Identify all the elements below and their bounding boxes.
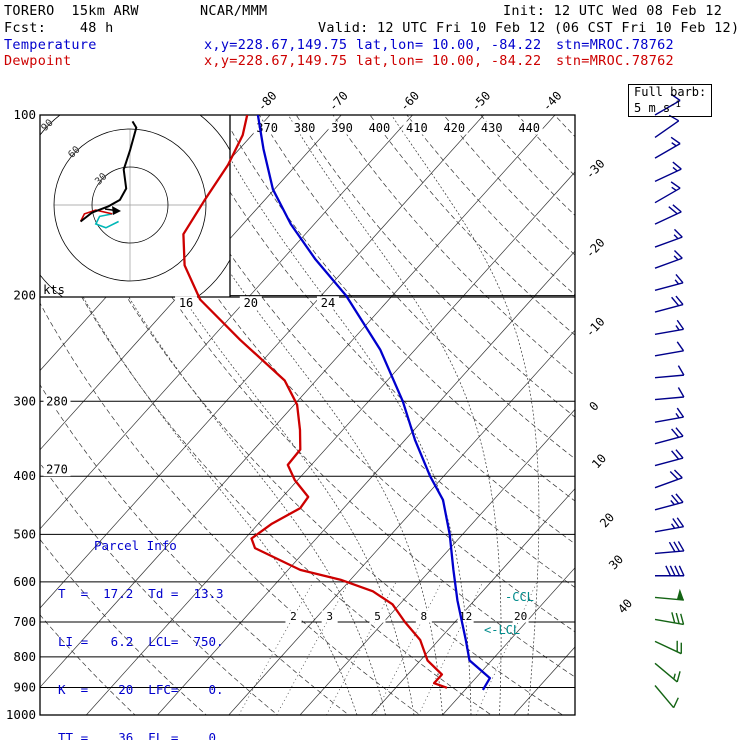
svg-text:24: 24 — [321, 296, 335, 310]
dewpoint-latlon: lat,lon= 10.00, -84.22 — [356, 53, 542, 69]
svg-text:420: 420 — [443, 121, 465, 135]
svg-text:20: 20 — [597, 510, 617, 530]
svg-text:390: 390 — [331, 121, 353, 135]
svg-text:0: 0 — [586, 399, 601, 414]
temperature-station: stn=MROC.78762 — [556, 37, 674, 53]
svg-text:400: 400 — [13, 468, 36, 483]
svg-text:300: 300 — [13, 393, 36, 408]
svg-text:-80: -80 — [255, 89, 280, 114]
dewpoint-grid-coords: x,y=228.67,149.75 — [204, 53, 348, 69]
svg-text:3: 3 — [326, 610, 333, 623]
parcel-line: TT = 36 EL = 0. — [58, 730, 224, 740]
svg-text:-50: -50 — [468, 89, 493, 114]
temperature-curve — [256, 115, 492, 691]
plot-frame — [39, 114, 576, 716]
dewpoint-legend-label: Dewpoint — [4, 53, 72, 69]
parcel-info-title: Parcel Info — [94, 538, 177, 553]
svg-text:-40: -40 — [540, 89, 565, 114]
svg-text:280: 280 — [46, 394, 68, 408]
svg-text:440: 440 — [518, 121, 540, 135]
svg-text:-60: -60 — [397, 89, 422, 114]
svg-text:30: 30 — [606, 552, 626, 572]
svg-text:380: 380 — [294, 121, 316, 135]
parcel-info-panel: T = 17.2 Td = 13.3 LI = 6.2 LCL= 750. K … — [58, 554, 231, 740]
parcel-line: T = 17.2 Td = 13.3 — [58, 586, 224, 601]
barb-legend-exponent: -1 — [670, 100, 681, 110]
hodograph — [40, 115, 230, 297]
svg-text:40: 40 — [615, 596, 635, 616]
svg-text:<-LCL: <-LCL — [484, 623, 520, 637]
svg-text:900: 900 — [13, 680, 36, 695]
svg-text:800: 800 — [13, 649, 36, 664]
svg-text:100: 100 — [13, 107, 36, 122]
parcel-line: LI = 6.2 LCL= 750. — [58, 634, 224, 649]
svg-text:-70: -70 — [326, 89, 351, 114]
wind-barb-column — [654, 93, 685, 709]
barb-legend: Full barb: 5 m s-1 — [628, 84, 713, 117]
level-annotations: -CCL <-LCL — [484, 590, 534, 637]
svg-text:2: 2 — [290, 610, 297, 623]
temperature-latlon: lat,lon= 10.00, -84.22 — [356, 37, 542, 53]
hodograph-background — [40, 115, 230, 297]
svg-text:-10: -10 — [583, 315, 608, 340]
svg-text:600: 600 — [13, 574, 36, 589]
svg-text:-30: -30 — [583, 157, 608, 182]
svg-text:270: 270 — [46, 463, 68, 477]
model-title: TORERO 15km ARW — [4, 3, 139, 19]
svg-text:5: 5 — [374, 610, 381, 623]
parcel-line: K = 20 LFC= 0. — [58, 682, 224, 697]
svg-text:1000: 1000 — [6, 707, 36, 722]
svg-text:20: 20 — [244, 296, 258, 310]
svg-text:-CCL: -CCL — [505, 590, 534, 604]
dewpoint-station: stn=MROC.78762 — [556, 53, 674, 69]
forecast-hour: Fcst: 48 h — [4, 20, 114, 36]
svg-text:kts: kts — [43, 283, 65, 297]
svg-text:410: 410 — [406, 121, 428, 135]
sounding-curves — [182, 115, 492, 691]
barb-legend-title: Full barb: — [634, 85, 707, 99]
temperature-grid-coords: x,y=228.67,149.75 — [204, 37, 348, 53]
svg-text:200: 200 — [13, 288, 36, 303]
svg-text:400: 400 — [369, 121, 391, 135]
dewpoint-curve — [182, 115, 448, 689]
init-time: Init: 12 UTC Wed 08 Feb 12 — [503, 3, 723, 19]
svg-text:-20: -20 — [583, 236, 608, 261]
temperature-legend-label: Temperature — [4, 37, 97, 53]
svg-text:500: 500 — [13, 526, 36, 541]
svg-text:430: 430 — [481, 121, 503, 135]
barb-legend-value: 5 m s-1 — [634, 100, 681, 115]
svg-text:8: 8 — [421, 610, 428, 623]
center-name: NCAR/MMM — [200, 3, 268, 19]
svg-text:10: 10 — [589, 451, 609, 471]
svg-text:20: 20 — [514, 610, 527, 623]
svg-text:16: 16 — [179, 296, 193, 310]
valid-time: Valid: 12 UTC Fri 10 Feb 12 (06 CST Fri … — [318, 20, 740, 36]
svg-text:700: 700 — [13, 614, 36, 629]
